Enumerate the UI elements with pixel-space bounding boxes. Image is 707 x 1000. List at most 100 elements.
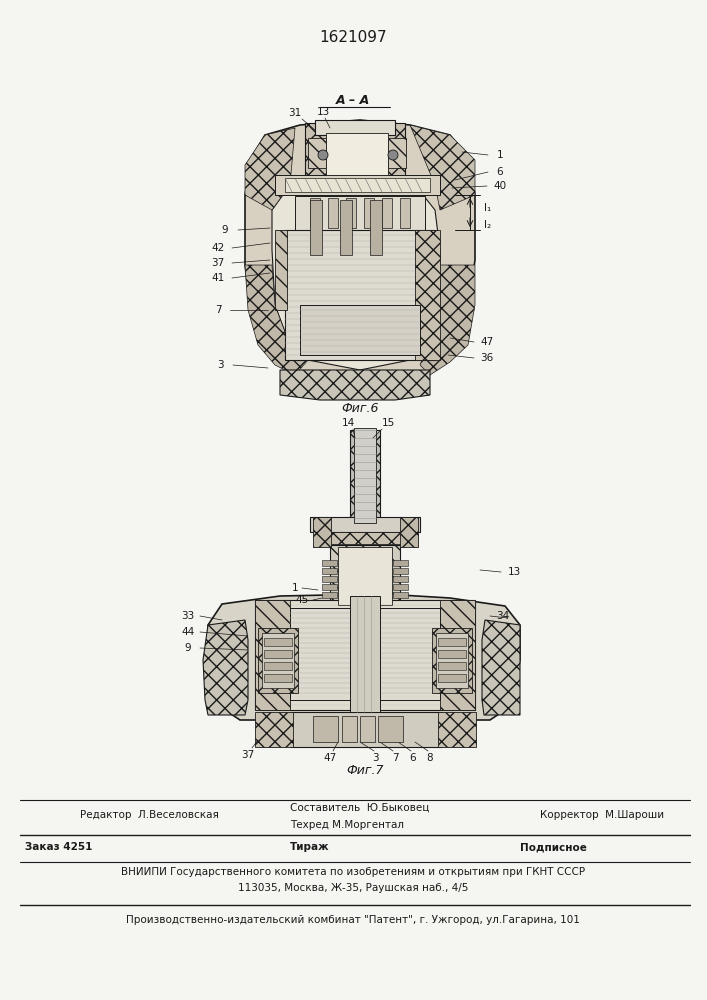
Bar: [364, 198, 374, 228]
Bar: [370, 200, 382, 255]
Bar: [432, 628, 472, 693]
Bar: [360, 716, 375, 742]
Bar: [438, 674, 466, 682]
Circle shape: [388, 150, 398, 160]
Polygon shape: [245, 120, 475, 390]
Bar: [285, 230, 435, 360]
Text: 34: 34: [496, 611, 510, 621]
Text: 33: 33: [182, 611, 194, 621]
Text: Редактор  Л.Веселовская: Редактор Л.Веселовская: [80, 810, 219, 820]
Bar: [350, 596, 380, 712]
Bar: [438, 650, 466, 658]
Text: 37: 37: [211, 258, 225, 268]
Bar: [315, 120, 395, 135]
Text: 40: 40: [493, 181, 506, 191]
Text: 42: 42: [211, 243, 225, 253]
Bar: [338, 547, 392, 605]
Bar: [393, 576, 408, 582]
Bar: [264, 650, 292, 658]
Bar: [295, 196, 425, 231]
Text: Тираж: Тираж: [290, 842, 329, 852]
Bar: [313, 517, 331, 547]
Text: 7: 7: [392, 753, 398, 763]
Bar: [285, 178, 430, 192]
Polygon shape: [203, 620, 248, 715]
Bar: [255, 600, 290, 710]
Polygon shape: [272, 178, 440, 370]
Text: l₂: l₂: [484, 220, 491, 230]
Polygon shape: [208, 595, 520, 720]
Bar: [382, 198, 392, 228]
Text: 47: 47: [480, 337, 493, 347]
Bar: [340, 200, 352, 255]
Text: Техред М.Моргентал: Техред М.Моргентал: [290, 820, 404, 830]
Bar: [322, 584, 337, 590]
Bar: [400, 198, 410, 228]
Bar: [346, 198, 356, 228]
Bar: [322, 576, 337, 582]
Text: 36: 36: [480, 353, 493, 363]
Bar: [310, 198, 320, 228]
Polygon shape: [245, 128, 295, 210]
Bar: [328, 198, 338, 228]
Text: ВНИИПИ Государственного комитета по изобретениям и открытиям при ГКНТ СССР: ВНИИПИ Государственного комитета по изоб…: [121, 867, 585, 877]
Bar: [322, 568, 337, 574]
Text: Корректор  М.Шароши: Корректор М.Шароши: [540, 810, 664, 820]
Bar: [255, 600, 475, 710]
Text: 1621097: 1621097: [319, 30, 387, 45]
Bar: [436, 633, 468, 688]
Bar: [330, 545, 400, 605]
Text: 6: 6: [409, 753, 416, 763]
Bar: [264, 638, 292, 646]
Text: Производственно-издательский комбинат "Патент", г. Ужгород, ул.Гагарина, 101: Производственно-издательский комбинат "П…: [126, 915, 580, 925]
Bar: [258, 628, 298, 693]
Text: Фиг.7: Фиг.7: [346, 764, 384, 776]
Bar: [275, 230, 287, 310]
Text: Составитель  Ю.Быковец: Составитель Ю.Быковец: [290, 803, 429, 813]
Text: 1: 1: [292, 583, 298, 593]
Bar: [440, 600, 475, 710]
Bar: [438, 638, 466, 646]
Text: 31: 31: [288, 108, 302, 118]
Text: 6: 6: [497, 167, 503, 177]
Bar: [290, 712, 442, 747]
Bar: [264, 674, 292, 682]
Bar: [438, 662, 466, 670]
Polygon shape: [280, 370, 430, 400]
Bar: [393, 560, 408, 566]
Bar: [300, 305, 420, 355]
Bar: [264, 662, 292, 670]
Bar: [393, 584, 408, 590]
Text: А – А: А – А: [336, 94, 370, 106]
Text: 13: 13: [316, 107, 329, 117]
Bar: [400, 517, 418, 547]
Bar: [350, 430, 380, 520]
Bar: [388, 138, 406, 168]
Bar: [326, 133, 388, 175]
Bar: [305, 123, 405, 178]
Text: 45: 45: [296, 595, 309, 605]
Bar: [322, 592, 337, 598]
Bar: [310, 517, 420, 532]
Bar: [313, 716, 338, 742]
Text: 14: 14: [341, 418, 355, 428]
Polygon shape: [410, 125, 475, 210]
Bar: [322, 560, 337, 566]
Text: Заказ 4251: Заказ 4251: [25, 842, 93, 852]
Text: 15: 15: [381, 418, 395, 428]
Text: 37: 37: [241, 750, 255, 760]
Bar: [393, 568, 408, 574]
Text: 9: 9: [185, 643, 192, 653]
Text: 47: 47: [323, 753, 337, 763]
Text: Фиг.6: Фиг.6: [341, 401, 379, 414]
Text: 41: 41: [211, 273, 225, 283]
Text: 13: 13: [508, 567, 520, 577]
Bar: [308, 138, 326, 168]
Bar: [354, 428, 376, 523]
Polygon shape: [482, 620, 520, 715]
Text: 3: 3: [216, 360, 223, 370]
Text: 1: 1: [497, 150, 503, 160]
Bar: [310, 200, 322, 255]
Polygon shape: [245, 265, 308, 375]
Text: 8: 8: [427, 753, 433, 763]
